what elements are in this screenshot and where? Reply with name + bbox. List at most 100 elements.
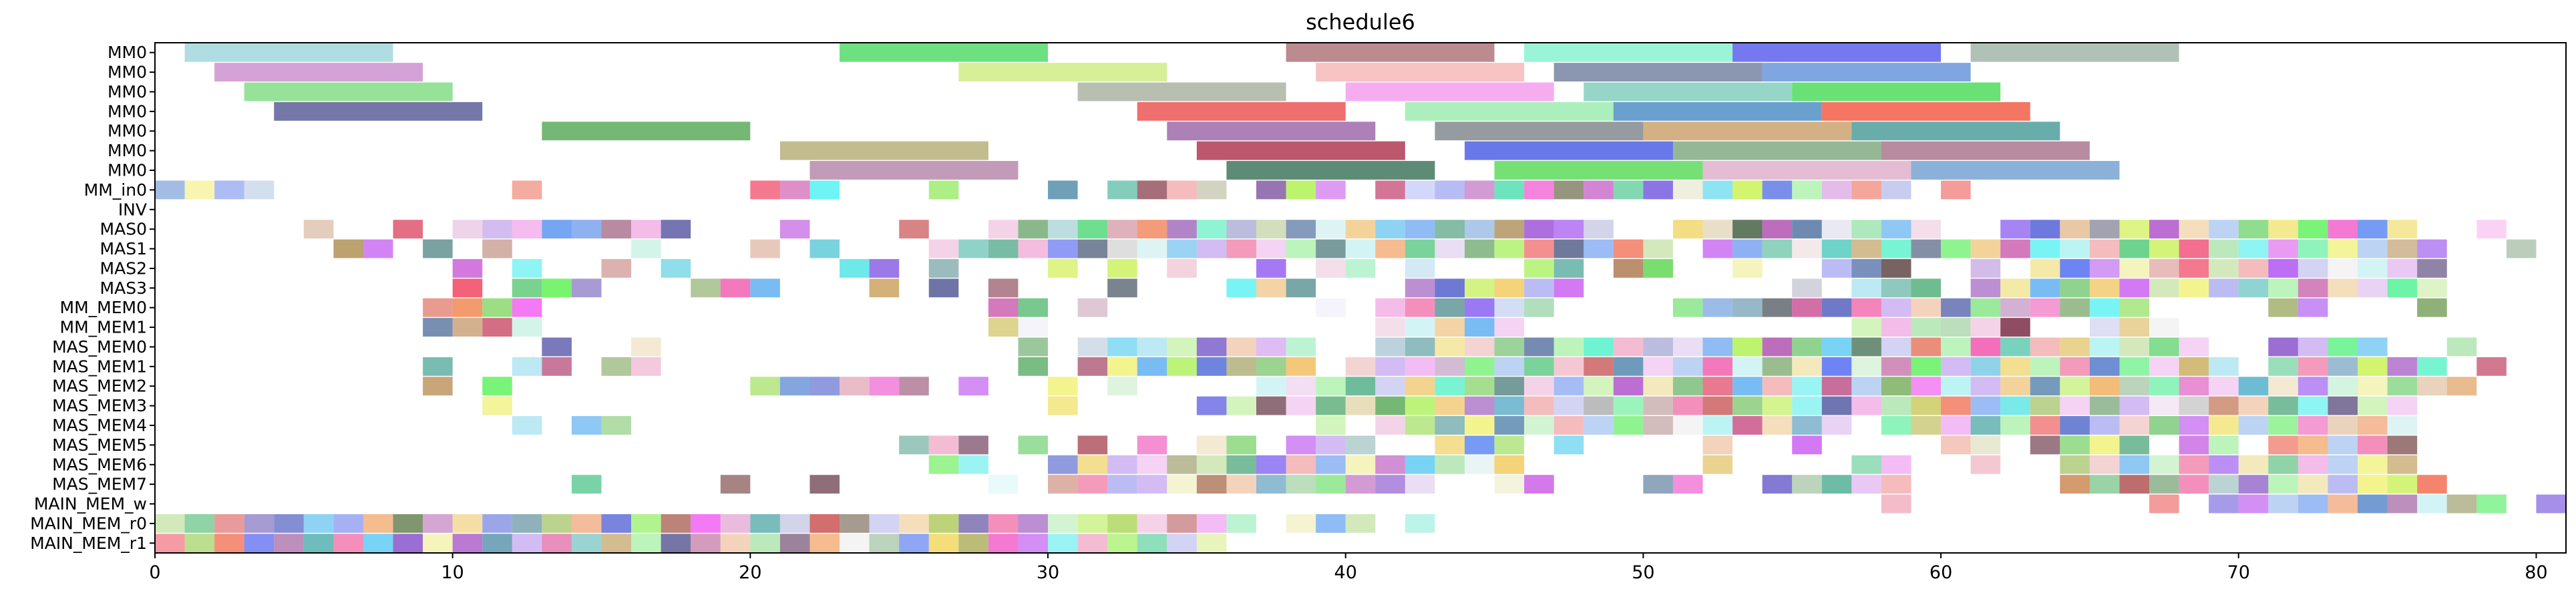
task-bar [1077, 534, 1108, 553]
task-bar [1702, 239, 1733, 258]
task-bar [1881, 475, 1911, 494]
task-bar [1167, 514, 1197, 533]
task-bar [1702, 161, 1911, 180]
task-bar [899, 514, 929, 533]
task-bar [1107, 357, 1137, 376]
task-bar [2119, 357, 2150, 376]
task-bar [1435, 377, 1465, 396]
task-bar [631, 534, 661, 553]
task-bar [1018, 534, 1049, 553]
task-bar [2358, 435, 2388, 455]
y-tick-label: MM_MEM1 [60, 318, 147, 337]
task-bar [2179, 396, 2209, 415]
task-bar [542, 514, 572, 533]
task-bar [1405, 239, 1435, 258]
y-tick-label: MM_in0 [84, 180, 147, 200]
task-bar [1018, 435, 1049, 455]
task-bar [661, 514, 691, 533]
task-bar [1345, 82, 1554, 102]
task-bar [244, 82, 453, 102]
y-tick-label: MM0 [108, 122, 147, 141]
y-tick-label: MM_MEM0 [60, 298, 147, 317]
task-bar [2209, 494, 2239, 514]
y-tick-label: MM0 [108, 63, 147, 82]
x-tick-label: 80 [2525, 562, 2547, 583]
task-bar [2149, 396, 2179, 415]
task-bar [1107, 377, 1137, 396]
y-tick-label: INV [118, 200, 147, 219]
task-bar [1196, 239, 1227, 258]
x-tick-label: 50 [1632, 562, 1654, 583]
task-bar [1405, 377, 1435, 396]
task-bar [2060, 239, 2090, 258]
task-bar [1107, 239, 1137, 258]
task-bar [1702, 435, 1733, 455]
task-bar [1405, 278, 1435, 298]
task-bar [1137, 337, 1167, 357]
task-bar [1672, 357, 1703, 376]
task-bar [1464, 180, 1495, 200]
task-bar [1435, 278, 1465, 298]
task-bar [2268, 337, 2298, 357]
y-tick-label: MM0 [108, 141, 147, 160]
task-bar [2387, 239, 2418, 258]
task-bar [691, 514, 721, 533]
task-bar [2268, 298, 2298, 317]
task-bar [1226, 514, 1257, 533]
task-bar [1672, 475, 1703, 494]
task-bar [1107, 220, 1137, 239]
task-bar [1345, 455, 1376, 474]
task-bar [2089, 357, 2120, 376]
task-bar [988, 514, 1019, 533]
task-bar [661, 534, 691, 553]
task-bar [1851, 357, 1881, 376]
task-bar [601, 514, 632, 533]
task-bar [1256, 357, 1286, 376]
task-bar [2089, 220, 2120, 239]
task-bar [2387, 475, 2418, 494]
y-tick-label: MM0 [108, 82, 147, 102]
task-bar [2238, 396, 2269, 415]
task-bar [2000, 220, 2030, 239]
task-bar [303, 514, 334, 533]
task-bar [1345, 396, 1376, 415]
task-bar [631, 337, 661, 357]
task-bar [1613, 396, 1644, 415]
task-bar [1553, 239, 1584, 258]
task-bar [2238, 475, 2269, 494]
task-bar [2179, 258, 2209, 278]
task-bar [2030, 396, 2060, 415]
task-bar [869, 534, 900, 553]
task-bar [1524, 43, 1733, 62]
task-bar [1851, 258, 1881, 278]
task-bar [1643, 180, 1673, 200]
task-bar [840, 258, 870, 278]
task-bar [2149, 278, 2179, 298]
task-bar [1792, 220, 1822, 239]
task-bar [423, 298, 453, 317]
task-bar [2328, 455, 2358, 474]
task-bar [1018, 298, 1049, 317]
task-bar [1821, 337, 1852, 357]
task-bar [1256, 239, 1286, 258]
task-bar [1524, 258, 1554, 278]
task-bar [542, 534, 572, 553]
task-bar [1881, 377, 1911, 396]
task-bar [1643, 258, 1673, 278]
task-bar [2209, 475, 2239, 494]
task-bar [1345, 475, 1376, 494]
task-bar [2060, 220, 2090, 239]
task-bar [274, 514, 304, 533]
task-bar [1435, 220, 1465, 239]
task-bar [1375, 318, 1405, 337]
task-bar [1196, 455, 1227, 474]
task-bar [2417, 278, 2447, 298]
task-bar [1435, 180, 1465, 200]
task-bar [2358, 494, 2388, 514]
y-tick-label: MM0 [108, 161, 147, 180]
task-bar [1732, 396, 1763, 415]
task-bar [1256, 377, 1286, 396]
task-bar [2179, 357, 2209, 376]
task-bar [1167, 357, 1197, 376]
